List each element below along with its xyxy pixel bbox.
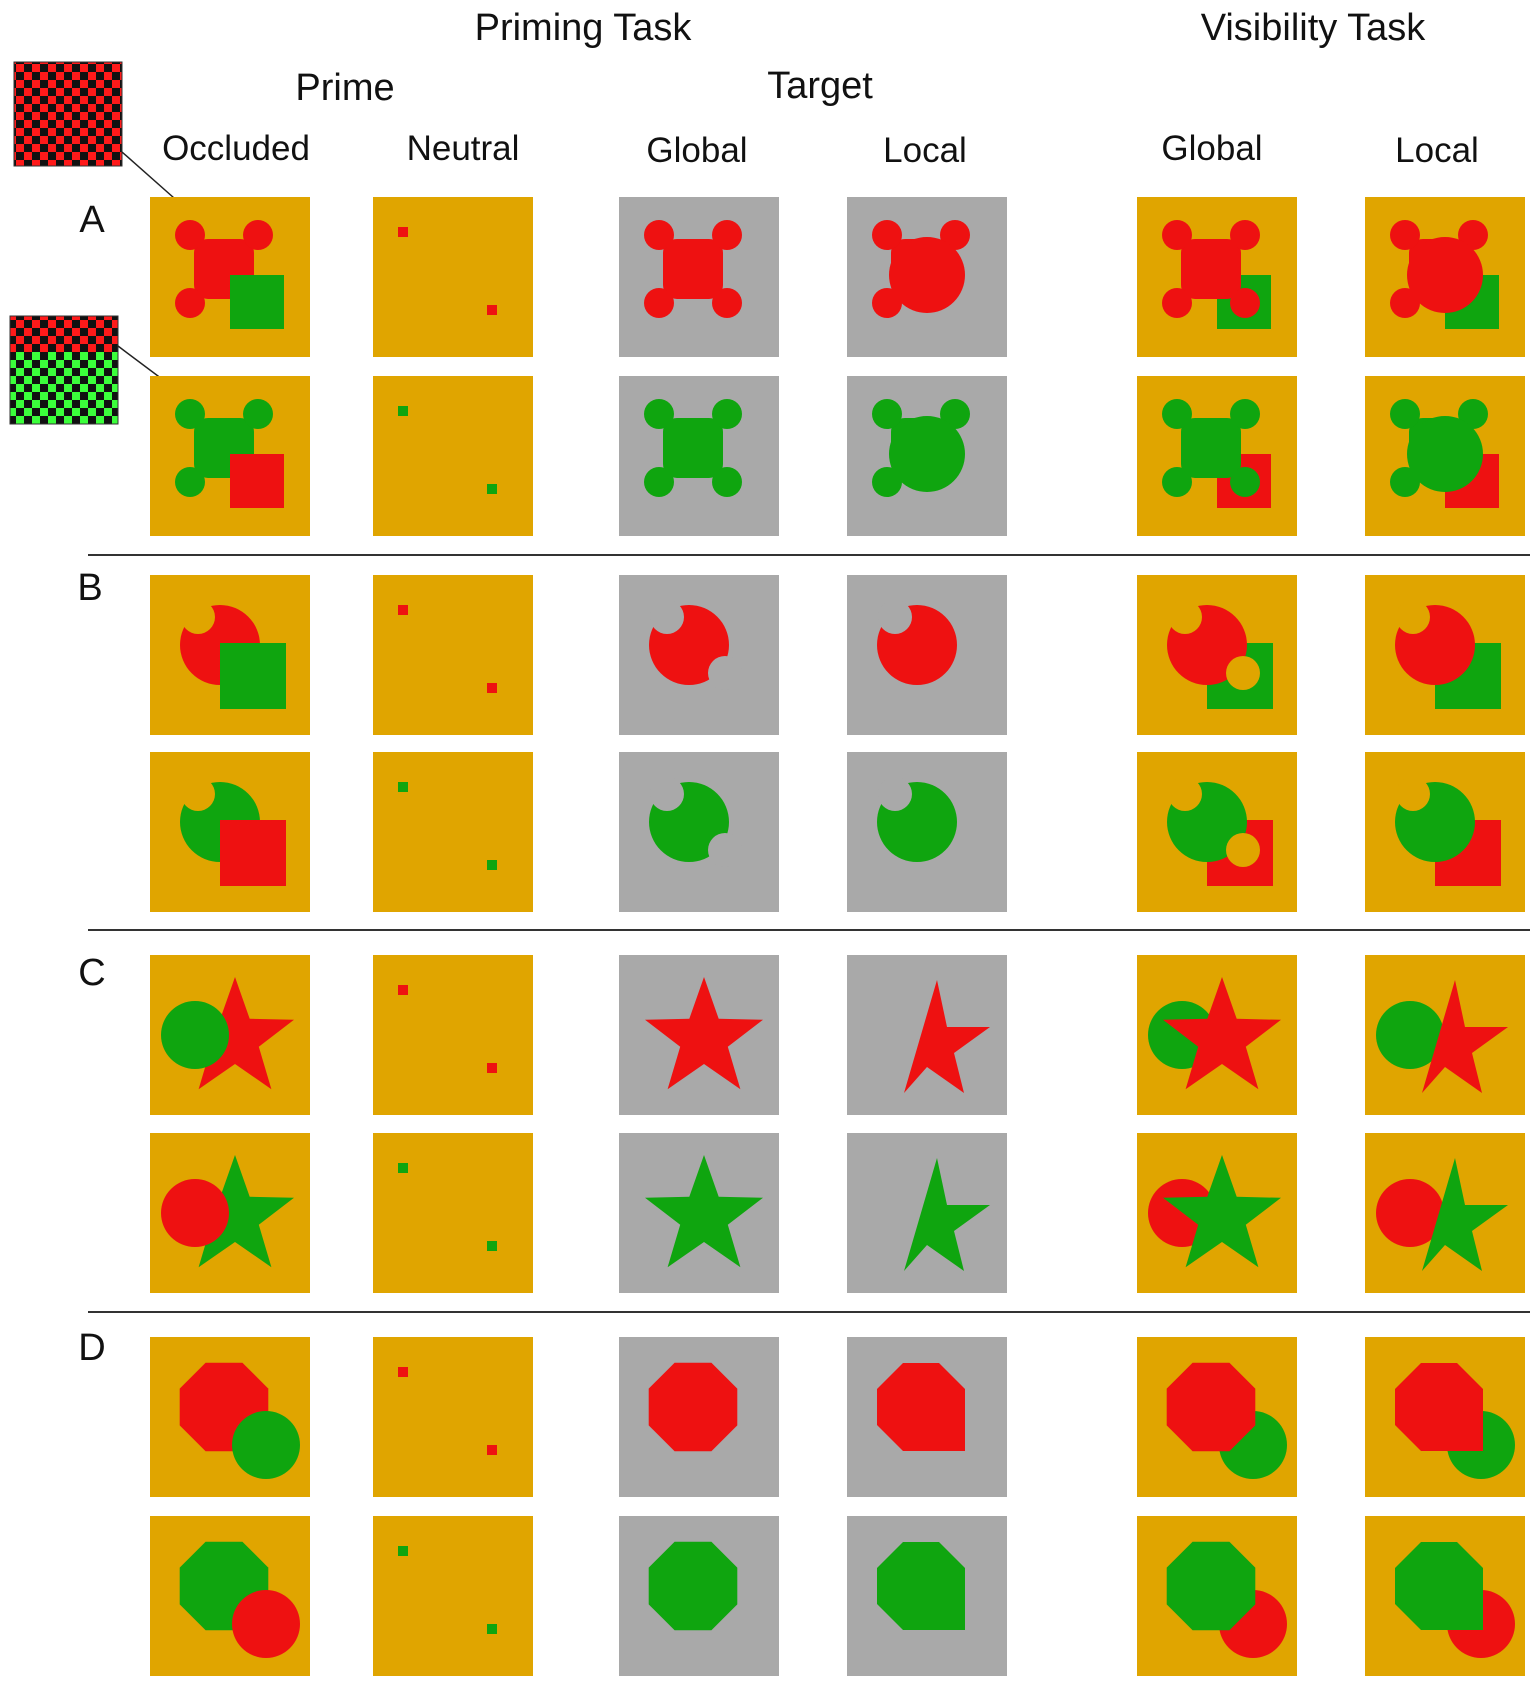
stimulus-star-green-target-local: [847, 1133, 1007, 1293]
row-label-b: B: [77, 567, 102, 609]
stimulus-pacman-green-target-global: [619, 752, 779, 912]
stimulus-octagon-red-visibility-local: [1365, 1337, 1525, 1497]
target-header: Target: [767, 65, 873, 107]
stimulus-octagon-green-target-local: [847, 1516, 1007, 1676]
priming-task-header: Priming Task: [475, 7, 693, 49]
stimulus-star-red-visibility-local: [1365, 955, 1525, 1115]
stimulus-pacman-green-visibility-local: [1365, 752, 1525, 912]
stimulus-pacman-red-neutral: [373, 575, 533, 735]
stimulus-clover-green-occluded: [150, 376, 310, 536]
visibility-task-header: Visibility Task: [1201, 7, 1427, 49]
visibility-local-column-header: Local: [1395, 131, 1479, 170]
stimulus-octagon-green-target-global: [619, 1516, 779, 1676]
stimulus-octagon-green-visibility-global: [1137, 1516, 1297, 1676]
stimulus-star-green-occluded: [150, 1133, 310, 1293]
stimulus-octagon-green-occluded: [150, 1516, 310, 1676]
stimulus-octagon-red-neutral: [373, 1337, 533, 1497]
stimulus-star-red-neutral: [373, 955, 533, 1115]
stimulus-pacman-green-neutral: [373, 752, 533, 912]
stimulus-clover-green-visibility-global: [1137, 376, 1297, 536]
stimulus-clover-green-neutral: [373, 376, 533, 536]
visibility-global-column-header: Global: [1161, 129, 1262, 168]
target-local-column-header: Local: [883, 131, 967, 170]
occluded-column-header: Occluded: [162, 129, 310, 168]
stimulus-clover-green-target-local: [847, 376, 1007, 536]
stimulus-pacman-red-target-local: [847, 575, 1007, 735]
stimulus-pacman-red-visibility-local: [1365, 575, 1525, 735]
checkerboard-inset-green: [9, 315, 202, 425]
row-label-a: A: [79, 199, 105, 241]
stimulus-clover-green-visibility-local: [1365, 376, 1525, 536]
row-label-c: C: [78, 952, 105, 994]
stimulus-star-red-visibility-global: [1137, 955, 1297, 1115]
stimulus-star-red-target-global: [619, 955, 779, 1115]
prime-header: Prime: [295, 67, 394, 109]
stimulus-octagon-red-occluded: [150, 1337, 310, 1497]
stimulus-octagon-green-visibility-local: [1365, 1516, 1525, 1676]
stimulus-clover-red-target-local: [847, 197, 1007, 357]
stimulus-pacman-red-visibility-global: [1137, 575, 1297, 735]
row-label-d: D: [78, 1327, 105, 1369]
stimulus-octagon-green-neutral: [373, 1516, 533, 1676]
stimulus-clover-red-visibility-global: [1137, 197, 1297, 357]
stimulus-star-green-visibility-local: [1365, 1133, 1525, 1293]
stimulus-star-red-occluded: [150, 955, 310, 1115]
stimulus-star-green-target-global: [619, 1133, 779, 1293]
neutral-column-header: Neutral: [407, 129, 520, 168]
stimulus-clover-red-neutral: [373, 197, 533, 357]
stimulus-octagon-red-target-global: [619, 1337, 779, 1497]
stimulus-star-red-target-local: [847, 955, 1007, 1115]
stimulus-clover-red-visibility-local: [1365, 197, 1525, 357]
stimulus-octagon-red-visibility-global: [1137, 1337, 1297, 1497]
stimulus-pacman-red-occluded: [150, 575, 310, 735]
stimulus-clover-red-target-global: [619, 197, 779, 357]
stimulus-pacman-green-target-local: [847, 752, 1007, 912]
stimulus-clover-green-target-global: [619, 376, 779, 536]
stimulus-pacman-green-occluded: [150, 752, 310, 912]
stimulus-star-green-visibility-global: [1137, 1133, 1297, 1293]
stimulus-clover-red-occluded: [150, 197, 310, 357]
stimulus-octagon-red-target-local: [847, 1337, 1007, 1497]
target-global-column-header: Global: [646, 131, 747, 170]
stimulus-pacman-red-target-global: [619, 575, 779, 735]
stimulus-star-green-neutral: [373, 1133, 533, 1293]
stimulus-pacman-green-visibility-global: [1137, 752, 1297, 912]
